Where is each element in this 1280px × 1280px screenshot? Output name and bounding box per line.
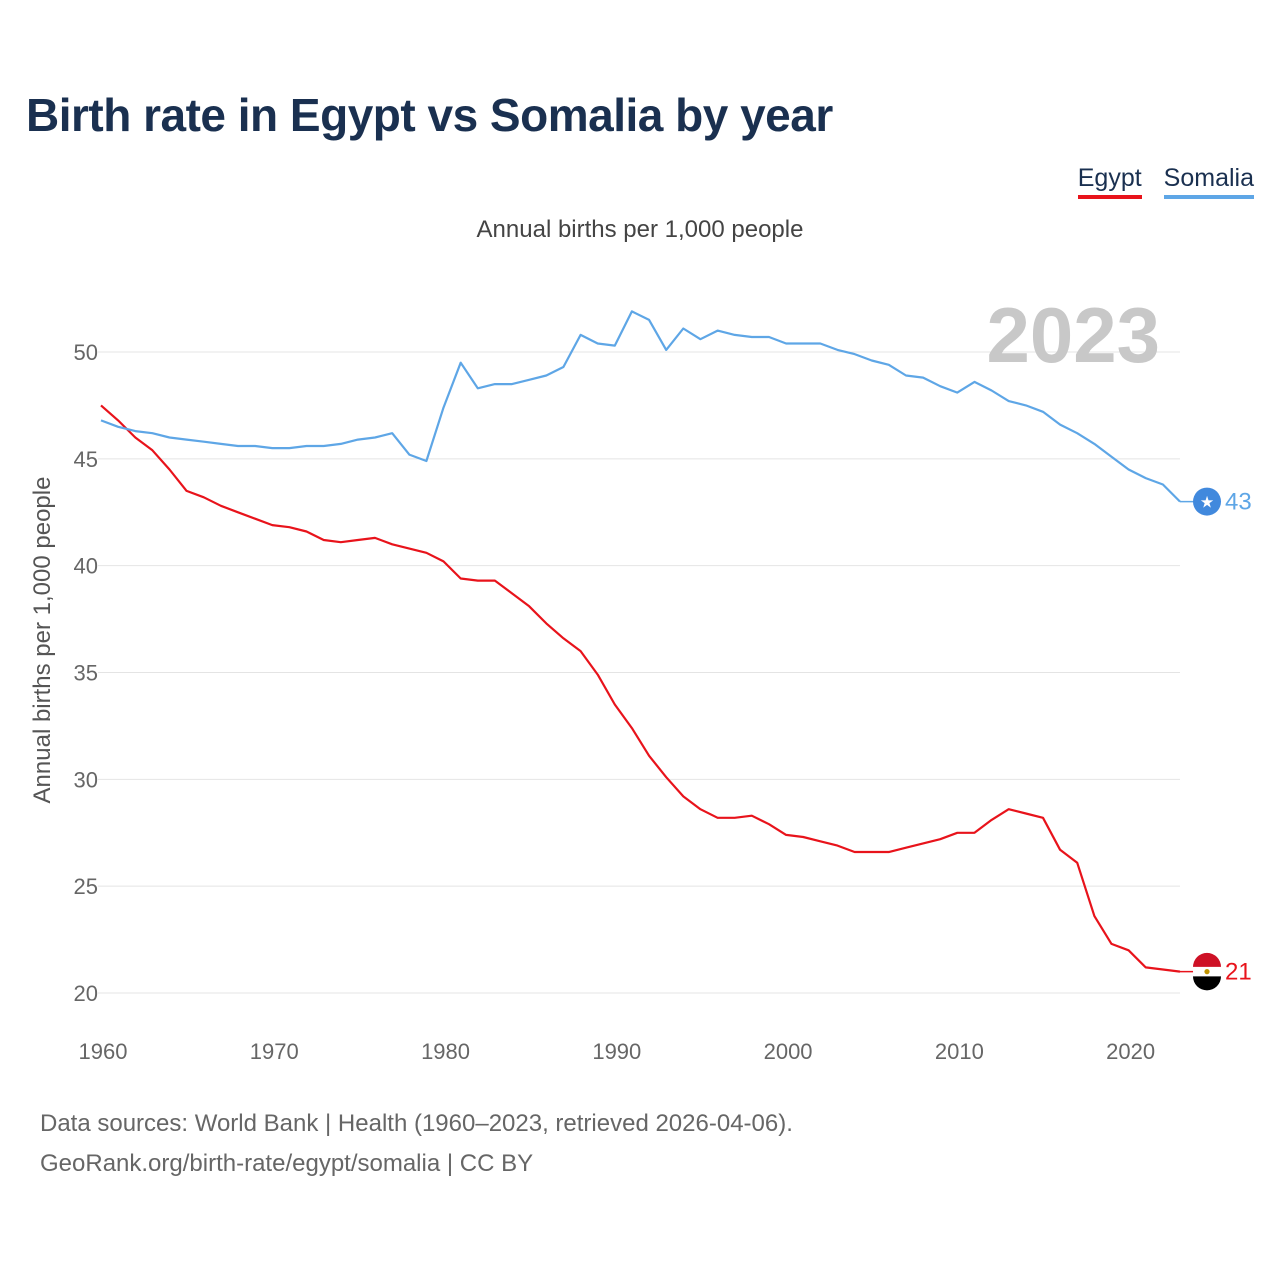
flag-marker-somalia: ★ (1193, 487, 1221, 516)
x-tick-label: 1960 (79, 1039, 128, 1064)
x-tick-label: 1980 (421, 1039, 470, 1064)
end-value-label-egypt: 21 (1225, 959, 1252, 986)
series-line-somalia (100, 310, 1181, 503)
eagle-icon (1204, 969, 1210, 975)
chart-subtitle: Annual births per 1,000 people (476, 216, 804, 243)
x-tick-label: 2000 (764, 1039, 813, 1064)
year-watermark: 2023 (986, 291, 1160, 379)
flag-red-band (1193, 952, 1221, 967)
x-tick-label: 2010 (935, 1039, 984, 1064)
y-tick-label: 25 (74, 874, 98, 899)
legend-item-somalia[interactable]: Somalia (1163, 164, 1254, 199)
x-tick-label: 1990 (592, 1039, 641, 1064)
sources-line-1: Data sources: World Bank | Health (1960–… (40, 1110, 793, 1137)
flag-black-band (1193, 976, 1221, 991)
y-tick-label: 50 (74, 340, 98, 365)
chart-title: Birth rate in Egypt vs Somalia by year (26, 89, 833, 141)
y-tick-label: 30 (74, 767, 98, 792)
end-value-label-somalia: 43 (1225, 489, 1252, 516)
flag-marker-egypt (1193, 952, 1221, 991)
flag-circle (1193, 487, 1221, 516)
y-tick-label: 40 (74, 554, 98, 579)
data-sources: Data sources: World Bank | Health (1960–… (40, 1104, 793, 1184)
y-tick-label: 35 (74, 661, 98, 686)
legend-item-egypt[interactable]: Egypt (1077, 164, 1142, 199)
x-tick-label: 2020 (1106, 1039, 1155, 1064)
sources-line-2[interactable]: GeoRank.org/birth-rate/egypt/somalia | C… (40, 1150, 534, 1177)
y-tick-label: 20 (74, 981, 98, 1006)
series-line-egypt (100, 404, 1181, 973)
y-axis-label: Annual births per 1,000 people (29, 477, 56, 804)
x-tick-label: 1970 (250, 1039, 299, 1064)
y-tick-label: 45 (74, 447, 98, 472)
legend: Egypt Somalia (1077, 164, 1254, 199)
star-icon: ★ (1200, 495, 1214, 512)
